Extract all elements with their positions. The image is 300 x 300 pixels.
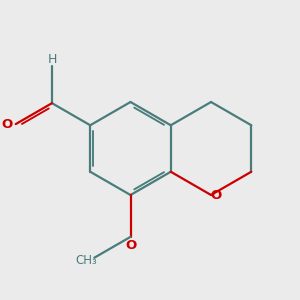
Text: H: H: [47, 53, 57, 66]
Text: CH₃: CH₃: [75, 254, 97, 267]
Text: O: O: [125, 239, 136, 252]
Text: O: O: [211, 188, 222, 202]
Text: O: O: [2, 118, 13, 130]
